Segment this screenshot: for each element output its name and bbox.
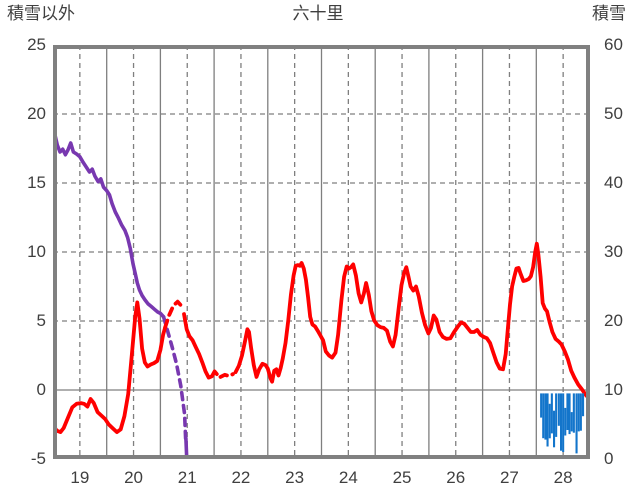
precipitation-bar <box>555 393 558 437</box>
precipitation-bar <box>546 393 549 447</box>
precipitation-bar <box>582 393 585 417</box>
precipitation-bar <box>566 393 569 430</box>
right-axis-tick-label: 40 <box>604 173 623 192</box>
precipitation-bar <box>548 403 551 439</box>
temperature-line <box>53 300 168 435</box>
left-axis-title: 積雪以外 <box>7 4 75 23</box>
x-axis-tick-label: 27 <box>499 468 519 487</box>
precipitation-bar <box>550 393 553 434</box>
x-axis-tick-label: 25 <box>392 468 412 487</box>
x-axis-tick-label: 19 <box>70 468 90 487</box>
right-axis-tick-label: 20 <box>604 311 623 330</box>
precipitation-bar <box>570 412 573 432</box>
right-axis-tick-label: 50 <box>604 104 623 123</box>
x-axis-tick-label: 21 <box>177 468 197 487</box>
right-axis-tick-label: 30 <box>604 242 623 261</box>
precipitation-bar <box>553 410 556 448</box>
left-axis-tick-label: 15 <box>27 173 46 192</box>
precipitation-bar <box>575 393 578 454</box>
right-axis-title: 積雪 <box>592 4 626 23</box>
right-axis-tick-label: 10 <box>604 380 623 399</box>
x-axis-tick-label: 28 <box>553 468 573 487</box>
x-axis-tick-label: 22 <box>231 468 251 487</box>
precipitation-bar <box>560 393 563 451</box>
chart-title: 六十里 <box>292 4 344 23</box>
temperature-line <box>182 312 219 380</box>
x-axis-tick-label: 23 <box>285 468 305 487</box>
right-axis-tick-label: 60 <box>604 35 623 54</box>
temperature-line-dashed <box>163 299 184 330</box>
right-axis-tick-label: 0 <box>604 449 614 468</box>
precipitation-bar <box>579 393 582 431</box>
precipitation-bar <box>540 393 543 418</box>
left-axis-tick-label: -5 <box>30 449 46 468</box>
precipitation-bar <box>542 393 545 439</box>
temperature-line <box>233 241 590 401</box>
left-axis-tick-label: 20 <box>27 104 46 123</box>
left-axis-tick-label: 5 <box>36 311 46 330</box>
plot-svg <box>53 45 590 459</box>
precipitation-bar <box>577 393 580 432</box>
precipitation-bar <box>572 393 575 433</box>
temperature-line-dashed <box>218 372 235 379</box>
left-axis-tick-label: 25 <box>27 35 46 54</box>
precipitation-bar <box>564 407 567 436</box>
x-axis-tick-label: 26 <box>446 468 466 487</box>
snow-depth-line-dashed <box>161 315 188 441</box>
snow-depth-line <box>53 131 166 319</box>
left-axis-tick-label: 10 <box>27 242 46 261</box>
precipitation-bar <box>557 393 560 426</box>
x-axis-tick-label: 24 <box>338 468 358 487</box>
precipitation-bar <box>568 393 571 435</box>
left-axis-tick-label: 0 <box>36 380 46 399</box>
x-axis-tick-label: 20 <box>124 468 143 487</box>
precipitation-bar <box>562 393 565 452</box>
plot-border <box>53 45 590 459</box>
precipitation-bar <box>544 393 547 440</box>
snow-depth-line <box>184 436 216 459</box>
